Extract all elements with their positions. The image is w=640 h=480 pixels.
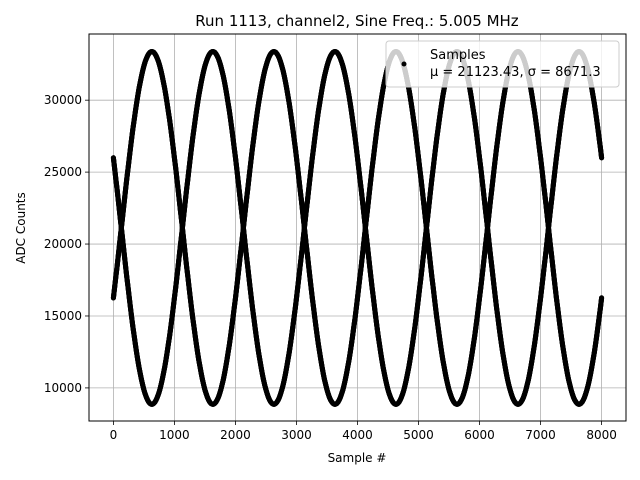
y-tick-label: 25000 bbox=[44, 165, 82, 179]
y-axis-label: ADC Counts bbox=[14, 192, 28, 264]
y-tick-label: 20000 bbox=[44, 237, 82, 251]
y-tick-label: 10000 bbox=[44, 381, 82, 395]
x-tick-label: 2000 bbox=[220, 428, 251, 442]
y-tick-label: 30000 bbox=[44, 93, 82, 107]
x-axis-label: Sample # bbox=[328, 451, 387, 465]
legend-series-label: Samples bbox=[430, 48, 486, 63]
chart-title: Run 1113, channel2, Sine Freq.: 5.005 MH… bbox=[195, 12, 519, 30]
x-tick-label: 6000 bbox=[464, 428, 495, 442]
x-tick-label: 5000 bbox=[403, 428, 434, 442]
x-axis: 0 1000 2000 3000 4000 5000 6000 7000 8000 bbox=[110, 421, 617, 442]
x-tick-label: 0 bbox=[110, 428, 118, 442]
x-tick-label: 7000 bbox=[525, 428, 556, 442]
y-tick-label: 15000 bbox=[44, 309, 82, 323]
legend-series-stats: μ = 21123.43, σ = 8671.3 bbox=[430, 65, 601, 80]
sample-trace-6 bbox=[110, 49, 605, 407]
x-tick-label: 8000 bbox=[586, 428, 617, 442]
x-tick-label: 3000 bbox=[281, 428, 312, 442]
y-axis: 10000 15000 20000 25000 30000 bbox=[44, 93, 89, 395]
x-tick-label: 1000 bbox=[159, 428, 190, 442]
legend: Samples μ = 21123.43, σ = 8671.3 bbox=[385, 40, 620, 88]
legend-box bbox=[385, 40, 620, 88]
x-tick-label: 4000 bbox=[342, 428, 373, 442]
legend-marker bbox=[401, 61, 407, 67]
